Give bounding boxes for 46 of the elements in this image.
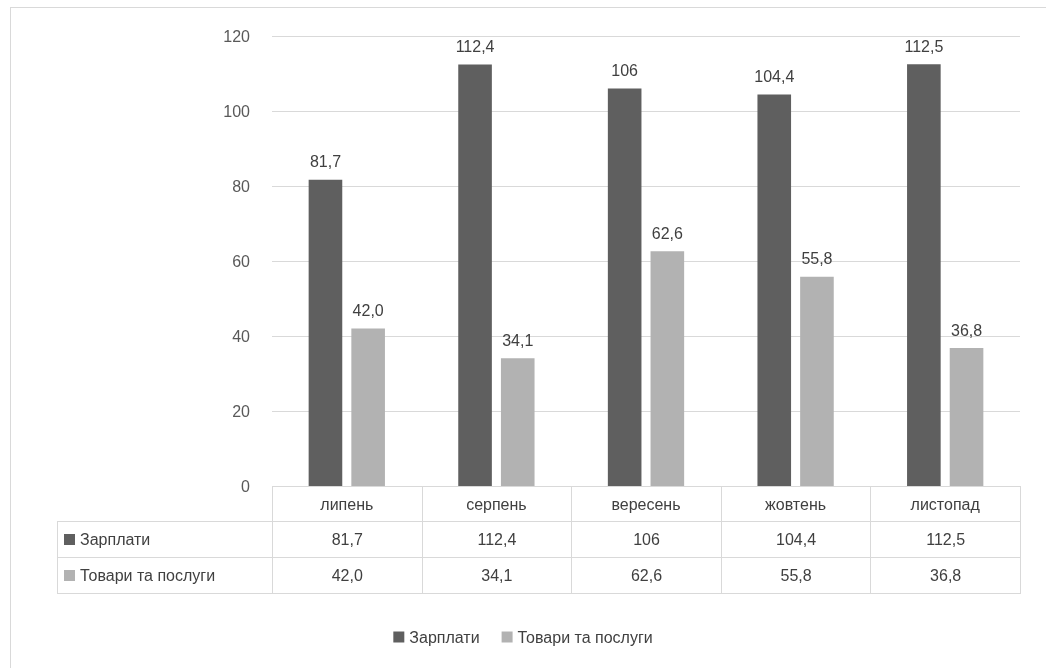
data-label: 106	[571, 521, 722, 558]
bar	[949, 348, 984, 486]
x-tick-label: липень	[320, 495, 374, 513]
data-label: 55,8	[720, 557, 872, 594]
bar	[351, 328, 385, 486]
text: 112,5	[904, 37, 944, 55]
text: Зарплати	[80, 530, 151, 548]
data-label: 112,5	[870, 521, 1021, 558]
data-label: 81,7	[272, 521, 423, 558]
y-tick-label: 80	[232, 177, 251, 195]
text: 106	[611, 62, 639, 79]
data-label: 42,0	[272, 557, 423, 594]
y-tick-label: 120	[223, 27, 251, 45]
legend-label: Товари та послуги	[517, 628, 653, 646]
data-label: 36,8	[870, 557, 1021, 594]
bar	[500, 358, 535, 486]
y-tick-label: 100	[223, 102, 251, 120]
bar	[650, 251, 685, 486]
bar	[458, 64, 492, 486]
bar	[308, 179, 343, 486]
text: 34,1	[502, 331, 534, 349]
data-label: 34,1	[421, 557, 573, 594]
text: 62,6	[651, 224, 683, 242]
data-label: 62,6	[571, 557, 722, 594]
bar	[800, 276, 834, 486]
x-tick-label: листопад	[910, 495, 981, 513]
legend-label: Зарплати	[409, 628, 480, 646]
text: 42,0	[352, 302, 384, 319]
bar	[757, 94, 792, 486]
bar	[607, 88, 642, 486]
y-tick-label: 40	[232, 327, 251, 345]
text: 112,4	[455, 38, 495, 55]
x-tick-label: вересень	[611, 495, 681, 513]
x-tick-label: жовтень	[765, 495, 827, 513]
y-tick-label: 0	[241, 477, 251, 495]
y-tick-label: 20	[232, 402, 251, 420]
text: Товари та послуги	[80, 566, 216, 584]
y-tick-label: 60	[232, 252, 251, 270]
data-label: 104,4	[720, 521, 872, 558]
x-tick-label: серпень	[466, 495, 527, 513]
bar	[907, 64, 941, 486]
text: 55,8	[801, 250, 833, 268]
data-label: 112,4	[421, 521, 573, 558]
text: 36,8	[950, 321, 983, 339]
text: 81,7	[309, 153, 342, 171]
text: 104,4	[754, 68, 795, 85]
